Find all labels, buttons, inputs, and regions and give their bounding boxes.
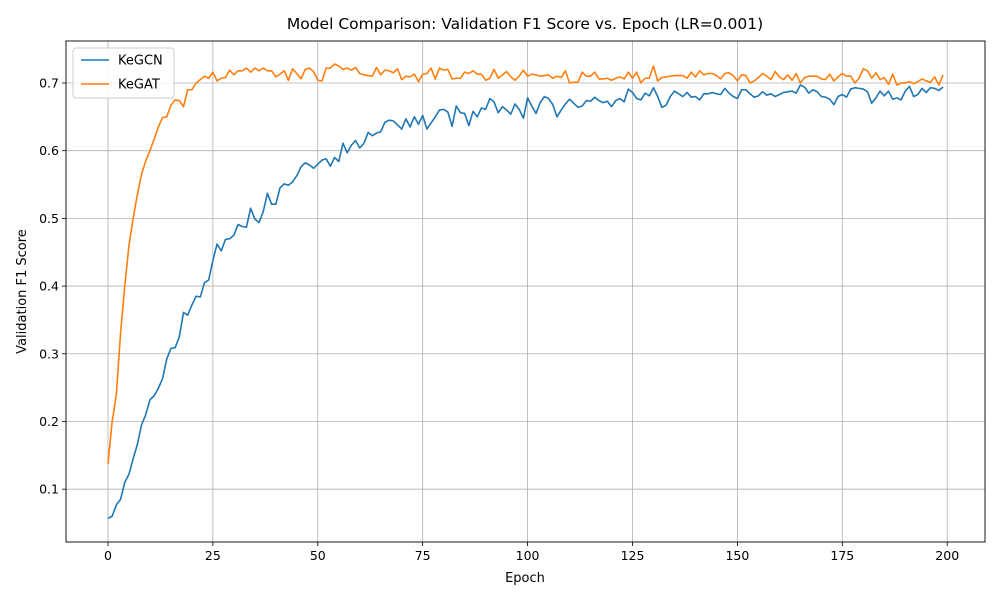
x-tick-label: 50: [310, 548, 326, 563]
series-layer: [107, 63, 944, 520]
series-line-kegcn: [107, 84, 944, 520]
series-line-kegat: [107, 63, 944, 465]
x-tick-label: 75: [415, 548, 431, 563]
y-tick-label: 0.5: [39, 211, 59, 226]
x-tick-label: 125: [621, 548, 645, 563]
y-axis-ticks: 0.1 0.2 0.3 0.4 0.5 0.6 0.7: [39, 75, 66, 497]
y-axis-label: Validation F1 Score: [15, 229, 30, 354]
y-tick-label: 0.2: [39, 414, 59, 429]
x-axis-ticks: 0 25 50 75 100 125 150 175 200: [104, 542, 959, 563]
y-tick-label: 0.3: [39, 346, 59, 361]
y-tick-label: 0.4: [39, 279, 59, 294]
plot-area-frame: [65, 40, 986, 543]
legend-label-kegat: KeGAT: [118, 78, 160, 93]
x-tick-label: 200: [935, 548, 959, 563]
x-tick-label: 100: [516, 548, 540, 563]
grid: [66, 41, 985, 542]
y-tick-label: 0.7: [39, 75, 59, 90]
chart-title: Model Comparison: Validation F1 Score vs…: [287, 15, 763, 33]
legend-label-kegcn: KeGCN: [118, 54, 163, 69]
y-tick-label: 0.6: [39, 143, 59, 158]
x-axis-label: Epoch: [505, 571, 545, 586]
x-tick-label: 25: [205, 548, 221, 563]
legend: KeGCN KeGAT: [72, 47, 175, 99]
x-tick-label: 175: [830, 548, 854, 563]
y-tick-label: 0.1: [39, 482, 59, 497]
x-tick-label: 150: [725, 548, 749, 563]
x-tick-label: 0: [104, 548, 112, 563]
